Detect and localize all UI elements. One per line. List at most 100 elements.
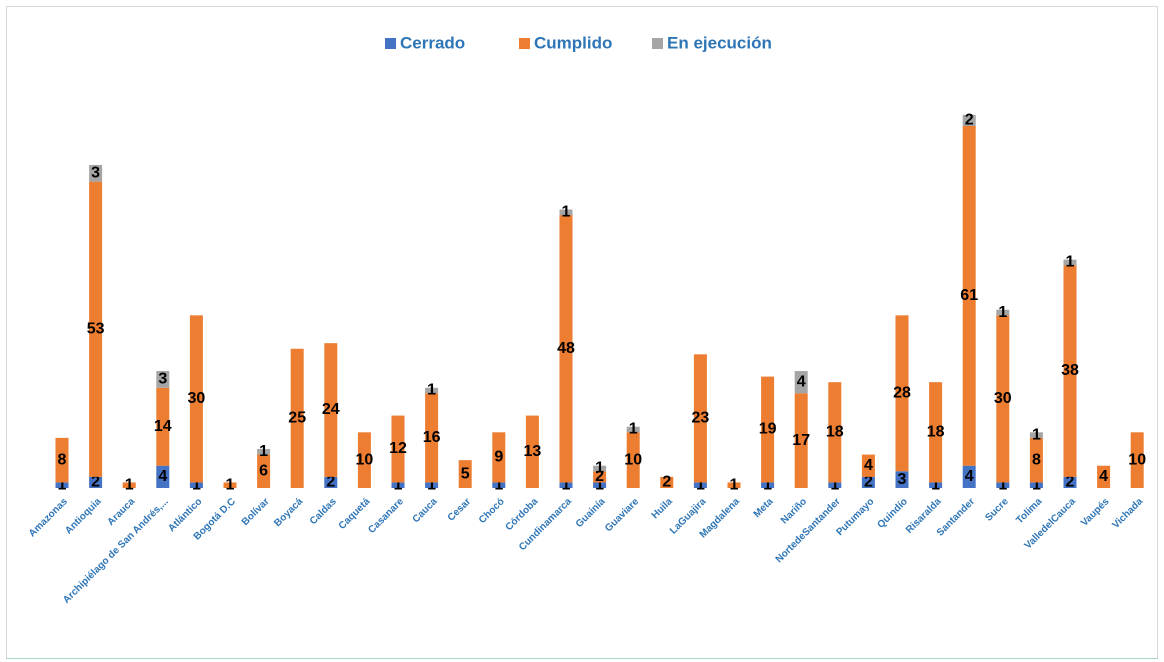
bar-segment: [626, 426, 640, 433]
bar-segment: [1029, 437, 1043, 483]
bar-segment: [525, 415, 539, 488]
bar-segment: [626, 432, 640, 488]
value-label: 38: [1061, 362, 1079, 379]
value-label: 1: [595, 460, 604, 477]
value-label: 30: [188, 390, 206, 407]
bar-segment: [324, 476, 338, 488]
value-label: 2: [662, 474, 671, 491]
bar-segment: [660, 476, 674, 488]
value-label: 4: [965, 468, 974, 485]
bar-segment: [828, 482, 842, 488]
bar-segment: [593, 471, 607, 483]
bar-segment: [391, 415, 405, 483]
bar-segment: [156, 387, 170, 466]
bar-segment: [1063, 265, 1077, 477]
bar-segment: [290, 348, 304, 488]
bar-segment: [1029, 482, 1043, 488]
bar-segment: [1130, 432, 1144, 488]
bar-segment: [861, 476, 875, 488]
value-label: 1: [562, 204, 571, 221]
value-label: 3: [91, 165, 100, 182]
bar-segment: [391, 482, 405, 488]
bar-segment: [324, 343, 338, 477]
bar-segment: [996, 315, 1010, 483]
bar-segment: [962, 465, 976, 488]
value-label: 1: [1066, 254, 1075, 271]
bar-segment: [794, 393, 808, 488]
value-label: 1: [125, 476, 134, 493]
value-label: 4: [797, 373, 806, 390]
bar-segment: [693, 354, 707, 483]
bar-segment: [492, 432, 506, 483]
bar-segment: [559, 209, 573, 216]
bar-segment: [156, 465, 170, 488]
value-label: 1: [629, 421, 638, 438]
bar-segment: [458, 460, 472, 488]
bar-segment: [89, 164, 103, 182]
value-label: 4: [1099, 468, 1108, 485]
value-label: 1: [259, 443, 268, 460]
value-label: 48: [557, 340, 575, 357]
value-label: 3: [158, 371, 167, 388]
bar-segment: [1029, 432, 1043, 438]
value-label: 1: [427, 476, 436, 493]
value-label: 30: [994, 390, 1012, 407]
bar-segment: [996, 309, 1010, 316]
bar-segment: [425, 387, 439, 394]
bar-segment: [761, 482, 775, 488]
value-label: 1: [1032, 426, 1041, 443]
bar-segment: [559, 215, 573, 483]
bar-segment: [929, 482, 943, 488]
value-label: 1: [595, 476, 604, 493]
value-label: 4: [864, 457, 873, 474]
bar-segment: [189, 315, 203, 483]
bar-segment: [962, 114, 976, 126]
value-label: 1: [1032, 476, 1041, 493]
value-label: 1: [931, 476, 940, 493]
legend-swatch: [519, 38, 530, 49]
legend-label: Cumplido: [534, 33, 612, 52]
value-label: 1: [192, 476, 201, 493]
value-label: 2: [91, 474, 100, 491]
value-label: 10: [1128, 451, 1146, 468]
bar-segment: [122, 482, 136, 488]
value-label: 2: [595, 468, 604, 485]
value-label: 2: [1066, 474, 1075, 491]
legend-label: En ejecución: [667, 33, 772, 52]
bar-segment: [55, 482, 69, 488]
value-label: 1: [494, 476, 503, 493]
bar-segment: [425, 482, 439, 488]
value-label: 1: [763, 476, 772, 493]
legend-swatch: [385, 38, 396, 49]
bar-segment: [828, 382, 842, 483]
value-label: 1: [730, 476, 739, 493]
value-label: 14: [154, 418, 172, 435]
value-label: 1: [696, 476, 705, 493]
bar-segment: [895, 471, 909, 488]
value-label: 23: [692, 410, 710, 427]
value-label: 1: [427, 382, 436, 399]
value-label: 13: [524, 443, 542, 460]
value-label: 24: [322, 401, 340, 418]
value-label: 53: [87, 320, 105, 337]
value-label: 4: [158, 468, 167, 485]
value-label: 8: [1032, 451, 1041, 468]
value-label: 28: [893, 385, 911, 402]
bar-segment: [861, 454, 875, 477]
value-label: 3: [898, 471, 907, 488]
bar-segment: [189, 482, 203, 488]
bar-segment: [425, 393, 439, 483]
bar-segment: [156, 371, 170, 388]
value-label: 10: [356, 451, 374, 468]
bar-segment: [257, 449, 271, 455]
bar-segment: [89, 181, 103, 477]
value-label: 25: [288, 410, 306, 427]
value-label: 9: [494, 449, 503, 466]
bar-segment: [559, 482, 573, 488]
value-label: 18: [826, 424, 844, 441]
bar-segment: [257, 454, 271, 488]
bar-segment: [89, 476, 103, 488]
bar-segment: [492, 482, 506, 488]
value-label: 10: [624, 451, 642, 468]
value-label: 8: [58, 451, 67, 468]
